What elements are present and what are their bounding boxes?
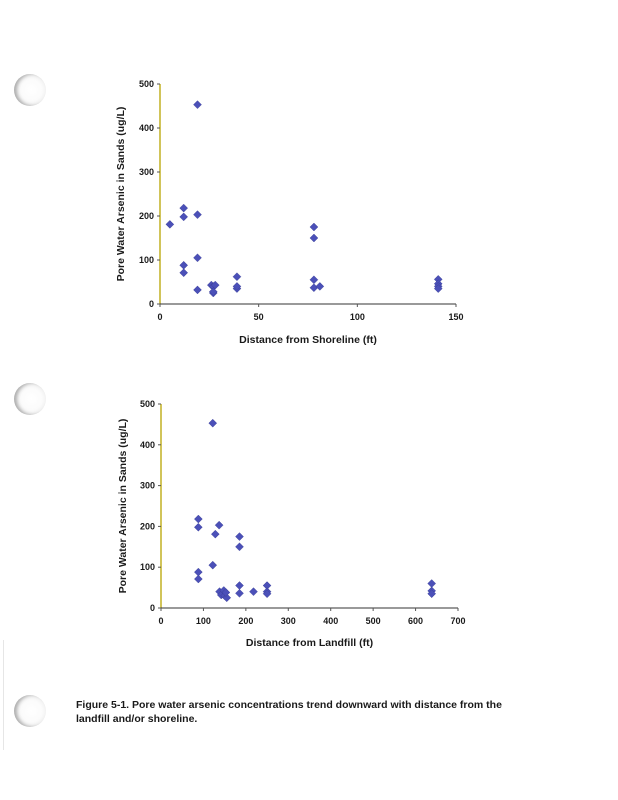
y-tick-label: 100 (139, 255, 154, 265)
data-point (214, 520, 224, 530)
data-point (179, 212, 188, 222)
figure-caption-line-1: Figure 5-1. Pore water arsenic concentra… (76, 699, 502, 711)
x-tick-label: 300 (281, 616, 296, 626)
data-point (262, 589, 272, 599)
data-point (235, 542, 244, 552)
data-point (211, 529, 220, 539)
data-point (179, 260, 188, 270)
x-tick-label: 500 (366, 616, 381, 626)
y-tick-label: 300 (140, 481, 155, 491)
data-point (193, 285, 202, 295)
data-point (309, 283, 319, 293)
punch-hole-middle (14, 383, 46, 415)
data-point (232, 282, 242, 291)
data-point (165, 220, 175, 229)
x-tick-label: 100 (350, 312, 365, 322)
data-point (427, 579, 436, 588)
y-tick-label: 0 (149, 299, 154, 309)
data-point (208, 287, 218, 296)
punch-hole-bottom (14, 695, 46, 727)
x-axis-title: Distance from Shoreline (ft) (239, 334, 377, 346)
data-point (194, 514, 203, 524)
data-point (208, 560, 218, 570)
y-tick-label: 500 (140, 399, 155, 409)
data-point (249, 587, 258, 596)
data-point (315, 282, 325, 291)
data-point (208, 418, 218, 428)
data-point (235, 581, 244, 590)
figure-caption-line-2: landfill and/or shoreline. (76, 713, 198, 725)
data-point (193, 253, 202, 263)
data-point (235, 589, 244, 598)
data-point (232, 272, 242, 282)
y-tick-label: 200 (139, 211, 154, 221)
y-tick-label: 300 (139, 167, 154, 177)
x-tick-label: 150 (448, 312, 463, 322)
y-tick-label: 100 (140, 562, 155, 572)
y-axis-title: Pore Water Arsenic in Sands (ug/L) (115, 107, 127, 282)
x-tick-label: 0 (157, 312, 162, 322)
page-edge-line (3, 640, 4, 750)
data-point (309, 233, 319, 243)
data-point (193, 100, 202, 109)
y-axis-title: Pore Water Arsenic in Sands (ug/L) (117, 419, 129, 594)
data-point (433, 284, 443, 293)
x-tick-label: 200 (238, 616, 253, 626)
data-point (179, 203, 188, 213)
data-point (210, 280, 220, 290)
data-point (221, 588, 231, 597)
x-tick-label: 400 (323, 616, 338, 626)
y-tick-label: 400 (140, 440, 155, 450)
x-tick-label: 600 (408, 616, 423, 626)
data-point (235, 532, 244, 541)
x-axis-title: Distance from Landfill (ft) (246, 637, 373, 649)
y-tick-label: 500 (139, 79, 154, 89)
y-tick-label: 400 (139, 123, 154, 133)
data-point (179, 268, 188, 278)
data-point (427, 589, 436, 599)
data-point (194, 574, 203, 584)
x-tick-label: 0 (158, 616, 163, 626)
y-tick-label: 200 (140, 521, 155, 531)
y-tick-label: 0 (150, 603, 155, 613)
x-tick-label: 100 (196, 616, 211, 626)
data-point (309, 222, 319, 232)
landfill-scatter-chart: 0 100 200 300 400 500 0 100 200 300 400 500 600 700 Di… (117, 399, 466, 649)
shoreline-scatter-chart: 0 100 200 300 400 500 0 50 100 150 Distance from S… (115, 79, 464, 346)
data-point (309, 275, 319, 285)
x-tick-label: 700 (450, 616, 465, 626)
data-point (193, 210, 202, 219)
figure-caption: Figure 5-1. Pore water arsenic concentra… (76, 698, 546, 726)
data-point (222, 593, 232, 603)
punch-hole-top (14, 74, 46, 106)
data-point (194, 522, 203, 532)
x-tick-label: 50 (254, 312, 264, 322)
